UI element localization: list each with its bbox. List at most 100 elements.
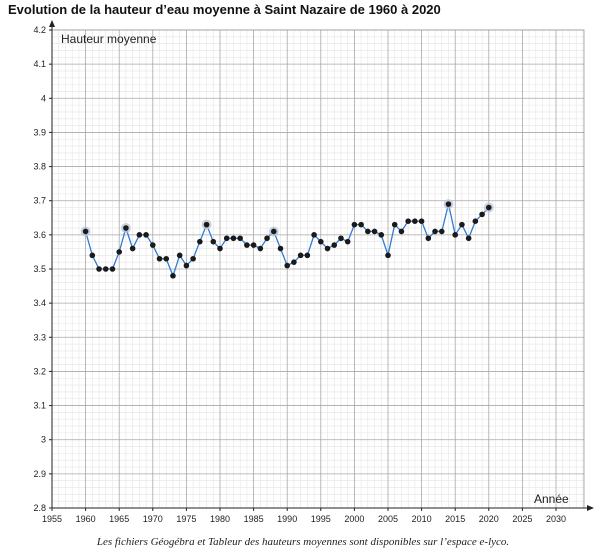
data-point: [311, 232, 317, 238]
y-tick-label: 2.9: [33, 469, 46, 479]
data-point: [203, 221, 210, 228]
data-point: [176, 252, 183, 259]
data-point: [230, 235, 237, 242]
data-point: [257, 245, 264, 252]
data-point: [465, 235, 472, 242]
y-tick-label: 3.4: [33, 298, 46, 308]
data-point: [210, 238, 217, 245]
data-point: [459, 221, 465, 228]
y-tick-label: 4.1: [33, 59, 46, 69]
data-point: [150, 242, 156, 248]
data-point: [163, 255, 170, 262]
x-tick-label: 1960: [76, 514, 96, 524]
axes: [49, 20, 594, 511]
y-tick-label: 4: [41, 93, 46, 103]
data-point: [438, 228, 445, 235]
data-point: [338, 235, 344, 242]
x-tick-label: 2025: [512, 514, 532, 524]
x-axis-label: Année: [534, 492, 569, 506]
data-point: [102, 266, 109, 272]
y-tick-label: 3.6: [33, 230, 46, 240]
y-axis-arrow: [49, 20, 55, 27]
chart-title: Evolution de la hauteur d’eau moyenne à …: [8, 2, 441, 17]
x-tick-label: 2020: [479, 514, 499, 524]
data-point: [418, 218, 425, 224]
y-tick-label: 3.2: [33, 366, 46, 376]
data-point: [116, 249, 122, 255]
data-point: [479, 211, 485, 218]
data-point: [318, 238, 324, 245]
x-tick-label: 1965: [109, 514, 129, 524]
y-tick-label: 3.9: [33, 127, 46, 137]
data-point: [445, 201, 452, 207]
data-point: [244, 242, 250, 248]
x-tick-label: 1990: [277, 514, 297, 524]
data-point: [270, 228, 277, 235]
x-tick-label: 1955: [42, 514, 62, 524]
data-point: [250, 242, 257, 248]
data-point: [264, 235, 270, 242]
data-point: [197, 238, 203, 245]
data-point: [143, 232, 149, 238]
data-point: [351, 221, 358, 228]
data-point: [109, 266, 116, 272]
x-tick-label: 2030: [546, 514, 566, 524]
y-tick-label: 3: [41, 435, 46, 445]
x-tick-label: 2000: [344, 514, 364, 524]
major-grid: [51, 29, 584, 509]
data-point: [217, 245, 223, 252]
data-point: [371, 228, 378, 235]
data-point: [183, 262, 190, 269]
x-tick-label: 2015: [445, 514, 465, 524]
data-point: [324, 245, 331, 252]
data-point: [472, 218, 479, 224]
data-point: [344, 238, 351, 245]
data-point: [391, 221, 398, 228]
x-tick-label: 2010: [412, 514, 432, 524]
data-point: [170, 273, 176, 279]
data-point: [291, 259, 297, 265]
data-point: [82, 228, 89, 235]
data-point: [284, 262, 291, 269]
y-tick-label: 4.2: [33, 25, 46, 35]
data-point: [156, 255, 163, 262]
data-point: [129, 245, 136, 252]
data-point: [398, 228, 405, 235]
data-point: [365, 228, 371, 235]
x-axis-arrow: [587, 505, 594, 511]
y-tick-labels: 2.8 2.9 3 3.1 3.2 3.3 3.4 3.5 3.6 3.7 3.8 3.9 4 4.1 4.…: [33, 25, 46, 513]
data-point: [297, 252, 304, 259]
data-point: [331, 242, 338, 248]
x-tick-label: 1995: [311, 514, 331, 524]
data-point: [304, 252, 311, 259]
data-point: [223, 235, 230, 242]
data-point: [89, 252, 96, 259]
data-point: [378, 232, 385, 238]
caption: Les fichiers Géogébra et Tableur des hau…: [96, 536, 510, 548]
x-tick-label: 2005: [378, 514, 398, 524]
y-tick-label: 3.7: [33, 196, 46, 206]
x-tick-labels: 1955 1960 1965 1970 1975 1980 1985 1990 1995 2000…: [42, 514, 566, 524]
x-tick-label: 1970: [143, 514, 163, 524]
data-point: [385, 252, 391, 259]
x-tick-label: 1985: [244, 514, 264, 524]
data-point: [96, 266, 102, 272]
data-point: [277, 245, 284, 252]
x-tick-label: 1980: [210, 514, 230, 524]
data-point: [136, 232, 143, 238]
data-point: [237, 235, 243, 242]
data-point: [412, 218, 418, 224]
data-point: [123, 225, 129, 231]
y-tick-label: 3.3: [33, 332, 46, 342]
data-point: [452, 232, 459, 238]
data-point: [358, 221, 364, 228]
y-tick-label: 2.8: [33, 503, 46, 513]
y-axis-label: Hauteur moyenne: [61, 32, 157, 46]
data-point: [432, 228, 438, 235]
data-point: [405, 218, 411, 224]
y-tick-label: 3.1: [33, 401, 46, 411]
data-point: [190, 255, 196, 262]
data-series: [80, 199, 494, 279]
data-point: [486, 204, 492, 211]
